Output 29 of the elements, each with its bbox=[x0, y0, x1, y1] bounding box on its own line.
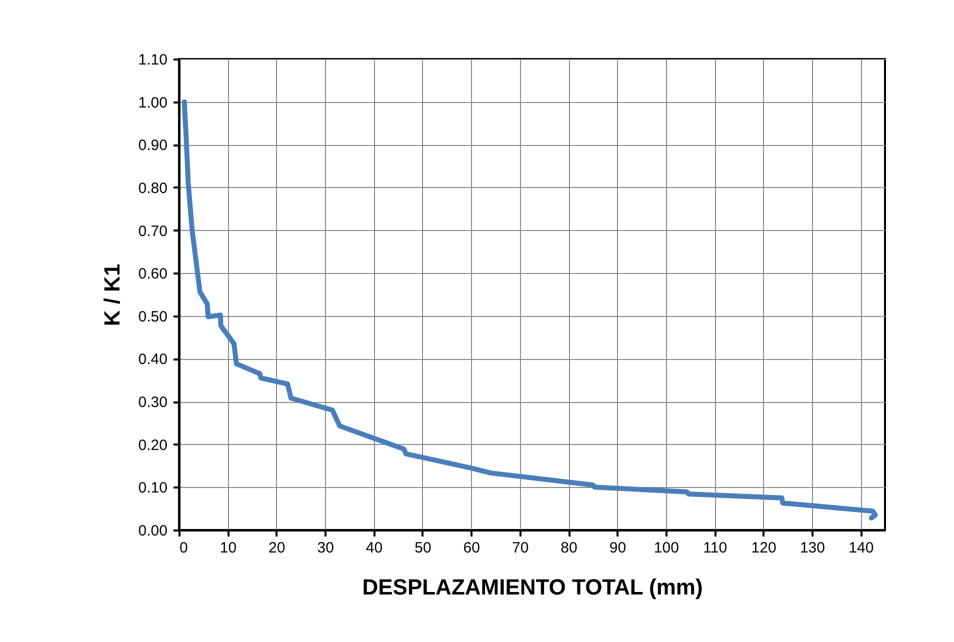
x-tick-label: 50 bbox=[414, 540, 432, 556]
y-tick-label: 0.40 bbox=[138, 351, 168, 368]
y-tick-label: 0.20 bbox=[138, 436, 168, 454]
y-tick-label: 0.00 bbox=[138, 522, 168, 540]
y-tick-label: 0.10 bbox=[138, 480, 168, 497]
x-tick-label: 60 bbox=[463, 540, 480, 556]
x-tick-label: 100 bbox=[654, 540, 679, 556]
y-tick-label: 0.50 bbox=[138, 308, 168, 326]
x-tick-label: 30 bbox=[317, 540, 334, 556]
x-tick-label: 90 bbox=[609, 540, 626, 556]
x-tick-label: 0 bbox=[180, 540, 188, 556]
x-tick-label: 70 bbox=[512, 540, 529, 556]
x-tick-label: 20 bbox=[268, 540, 286, 556]
x-tick-label: 140 bbox=[848, 540, 874, 556]
y-tick-label: 0.30 bbox=[138, 394, 168, 412]
y-tick-label: 1.00 bbox=[138, 94, 168, 112]
y-tick-label: 0.80 bbox=[138, 180, 168, 197]
x-tick-label: 130 bbox=[800, 540, 825, 556]
y-tick-label: 1.10 bbox=[138, 52, 168, 68]
y-tick-label: 0.70 bbox=[138, 222, 168, 240]
y-tick-label: 0.90 bbox=[138, 137, 168, 154]
x-tick-label: 80 bbox=[560, 540, 578, 556]
y-axis-title: K / K1 bbox=[99, 264, 124, 326]
x-tick-label: 40 bbox=[366, 540, 383, 556]
y-tick-label: 0.60 bbox=[138, 266, 168, 283]
x-axis-title: DESPLAZAMIENTO TOTAL (mm) bbox=[362, 574, 703, 600]
x-tick-label: 110 bbox=[703, 540, 728, 556]
x-tick-label: 10 bbox=[220, 540, 237, 556]
x-tick-label: 120 bbox=[751, 540, 776, 556]
